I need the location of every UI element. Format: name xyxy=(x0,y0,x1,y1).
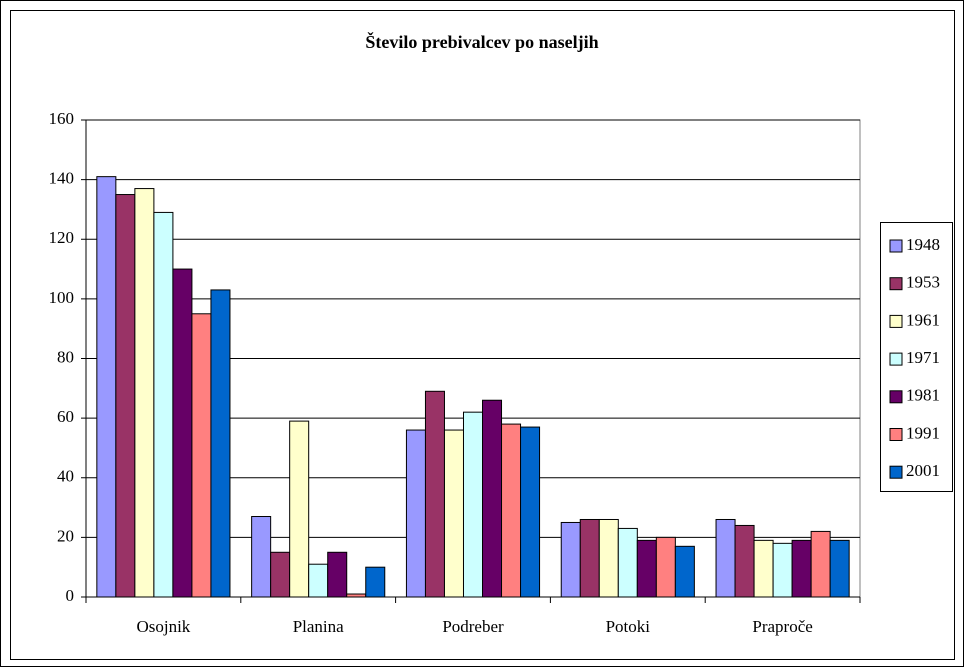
y-tick-label: 160 xyxy=(49,109,75,128)
legend-label: 1961 xyxy=(906,310,940,329)
bar xyxy=(115,194,136,598)
legend-swatch xyxy=(889,390,903,404)
legend-swatch xyxy=(889,465,903,479)
bar xyxy=(346,593,367,598)
bar xyxy=(405,429,426,598)
bar xyxy=(365,566,386,598)
y-tick-label: 80 xyxy=(57,347,74,366)
bar xyxy=(791,539,812,598)
x-tick-label: Podreber xyxy=(442,617,504,636)
legend-label: 1981 xyxy=(906,386,940,405)
x-tick-label: Praproče xyxy=(752,617,812,636)
bar xyxy=(655,536,676,598)
bar xyxy=(153,211,174,598)
bar xyxy=(96,176,117,598)
legend-label: 1971 xyxy=(906,348,940,367)
bar xyxy=(560,521,581,598)
bar xyxy=(674,545,695,598)
legend-swatch xyxy=(889,277,903,291)
legend-label: 1991 xyxy=(906,423,940,442)
legend-label: 2001 xyxy=(906,461,940,480)
bar xyxy=(327,551,348,598)
bar xyxy=(270,551,291,598)
bar xyxy=(636,539,657,598)
legend-swatch xyxy=(889,428,903,441)
legend-label: 1948 xyxy=(906,235,940,254)
bar xyxy=(772,542,793,598)
bar xyxy=(443,429,464,598)
x-tick-label: Planina xyxy=(293,617,344,636)
y-tick-label: 140 xyxy=(49,169,75,188)
bar xyxy=(134,188,155,598)
chart-title: Število prebivalcev po naseljih xyxy=(365,31,598,52)
bar xyxy=(829,539,850,598)
legend-swatch xyxy=(889,314,903,328)
bar xyxy=(172,268,193,598)
bar xyxy=(210,289,231,598)
y-tick-label: 100 xyxy=(49,288,75,307)
y-tick-label: 0 xyxy=(66,586,75,605)
x-tick-label: Potoki xyxy=(606,617,651,636)
bar xyxy=(308,563,329,598)
y-tick-label: 20 xyxy=(57,526,74,545)
bar xyxy=(424,390,445,598)
bar xyxy=(579,518,600,598)
bar xyxy=(501,423,522,598)
legend-swatch xyxy=(889,352,903,366)
bar xyxy=(734,524,755,598)
x-tick-label: Osojnik xyxy=(136,617,190,636)
bar xyxy=(191,313,212,598)
bar xyxy=(482,399,503,598)
bar xyxy=(715,518,736,598)
bar xyxy=(598,518,619,598)
y-tick-label: 120 xyxy=(49,228,75,247)
bar xyxy=(617,527,638,598)
bar xyxy=(810,530,831,598)
y-tick-label: 40 xyxy=(57,467,74,486)
bar xyxy=(289,420,310,598)
bar xyxy=(753,539,774,598)
legend-label: 1953 xyxy=(906,273,940,292)
bar xyxy=(520,426,541,598)
bar xyxy=(462,411,484,598)
bar xyxy=(251,516,272,598)
legend-swatch xyxy=(889,239,903,253)
y-tick-label: 60 xyxy=(57,407,74,426)
